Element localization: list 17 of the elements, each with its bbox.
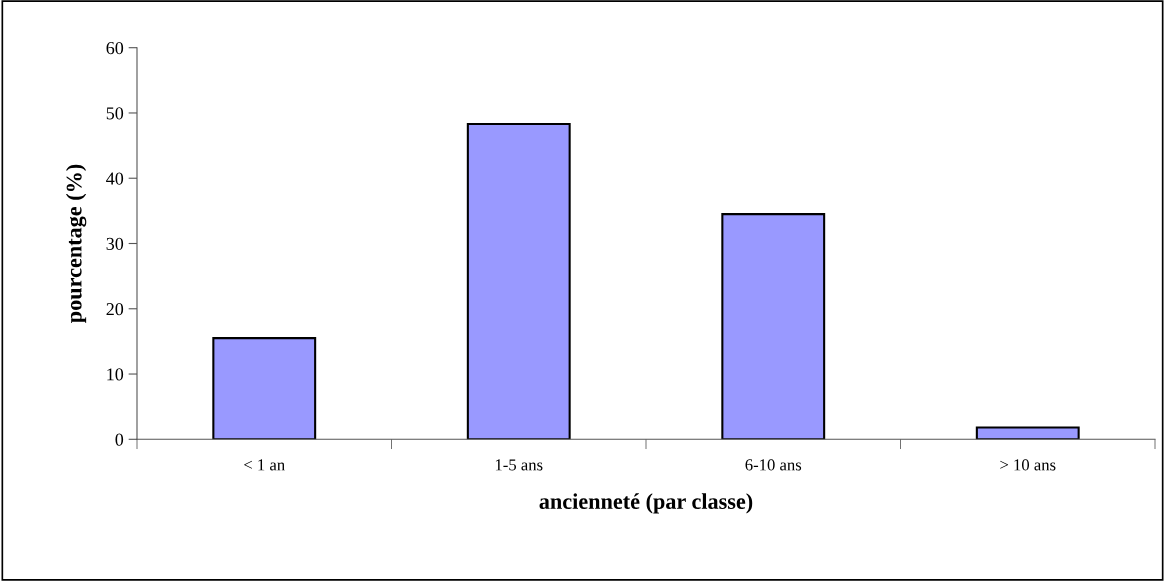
y-tick-label: 20 (106, 303, 124, 316)
y-tick-label: 50 (106, 107, 124, 120)
y-tick-label: 60 (106, 41, 124, 55)
y-tick-label: 30 (106, 237, 124, 250)
y-tick-label: 10 (107, 368, 124, 381)
y-tick-label: 0 (115, 433, 124, 446)
y-tick-label: 40 (106, 172, 124, 185)
x-tick-label: > 10 ans (1000, 459, 1056, 471)
x-tick-label: 6-10 ans (745, 459, 802, 471)
x-axis-title: ancienneté (par classe) (539, 493, 753, 514)
y-axis-title: pourcentage (%) (65, 164, 87, 323)
x-tick-label: 1-5 ans (495, 459, 543, 471)
bar (721, 213, 826, 440)
bar (212, 337, 317, 440)
bar (975, 426, 1080, 440)
x-tick-label: < 1 an (244, 459, 285, 471)
bar (466, 123, 571, 440)
